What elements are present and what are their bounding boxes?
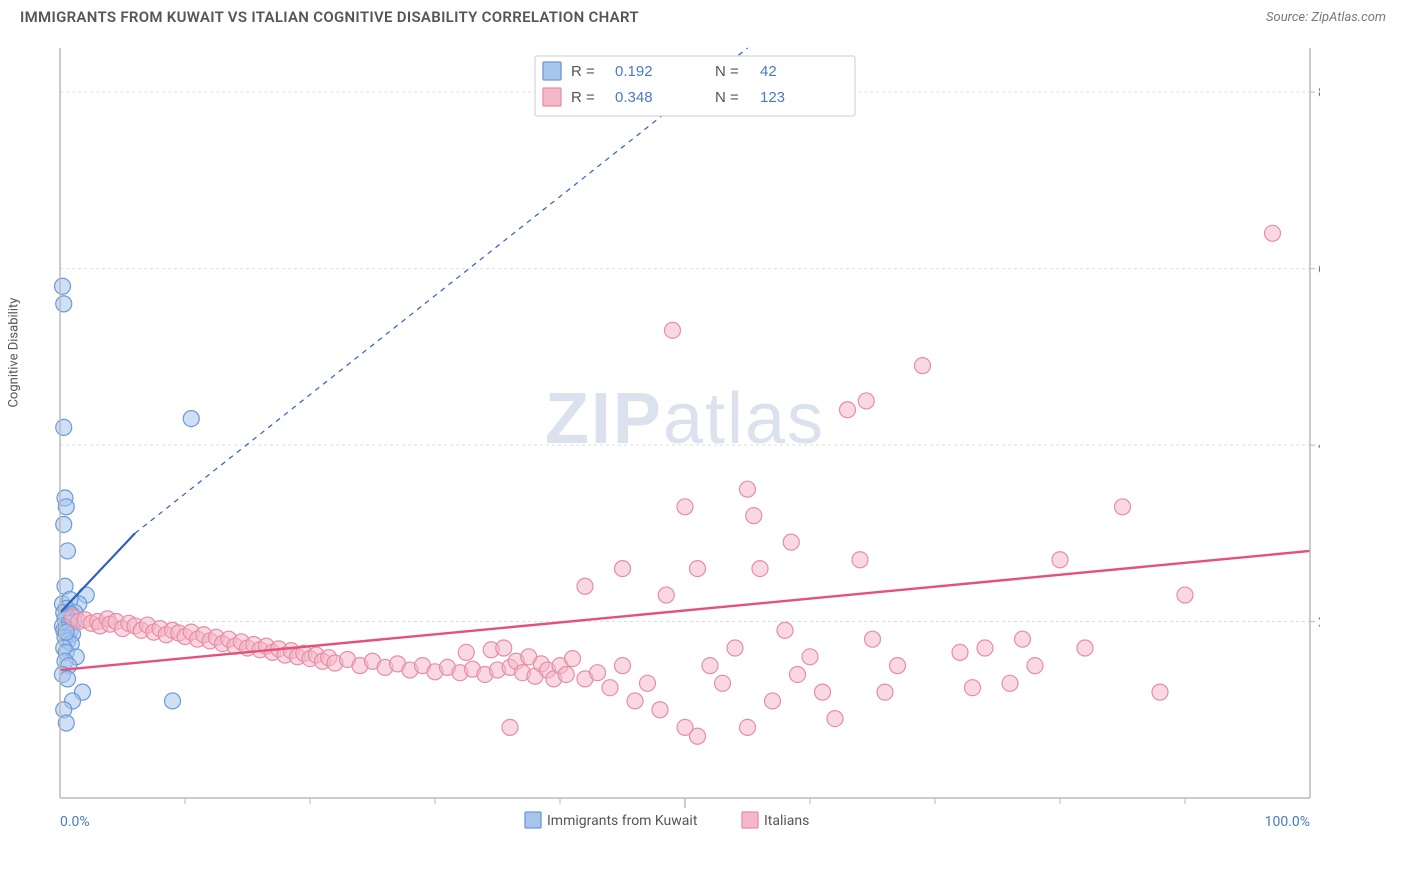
chart-title: IMMIGRANTS FROM KUWAIT VS ITALIAN COGNIT… [20, 8, 639, 26]
svg-text:R =: R = [571, 63, 595, 80]
svg-text:Italians: Italians [764, 813, 809, 829]
svg-text:20.0%: 20.0% [1318, 615, 1320, 631]
svg-text:Immigrants from Kuwait: Immigrants from Kuwait [547, 813, 698, 829]
y-axis-label: Cognitive Disability [7, 298, 22, 408]
chart-container: Cognitive Disability ZIPatlas20.0%40.0%6… [20, 38, 1386, 872]
svg-text:0.192: 0.192 [615, 63, 653, 80]
source-label: Source: ZipAtlas.com [1266, 10, 1386, 25]
scatter-chart: ZIPatlas 20.0% 40.0% 60.0% 80.0% 0.0% 100.0% Im… [20, 38, 1320, 838]
svg-text:100.0%: 100.0% [1265, 814, 1310, 830]
svg-text:R =: R = [571, 89, 595, 106]
svg-text:42: 42 [760, 63, 777, 80]
svg-text:0.348: 0.348 [615, 89, 653, 106]
svg-text:80.0%: 80.0% [1318, 85, 1320, 101]
svg-text:N =: N = [715, 89, 739, 106]
svg-text:ZIPatlas: ZIPatlas [545, 379, 825, 459]
svg-text:0.0%: 0.0% [60, 814, 90, 830]
svg-text:60.0%: 60.0% [1318, 262, 1320, 278]
svg-text:40.0%: 40.0% [1318, 438, 1320, 454]
svg-text:N =: N = [715, 63, 739, 80]
svg-text:123: 123 [760, 89, 785, 106]
